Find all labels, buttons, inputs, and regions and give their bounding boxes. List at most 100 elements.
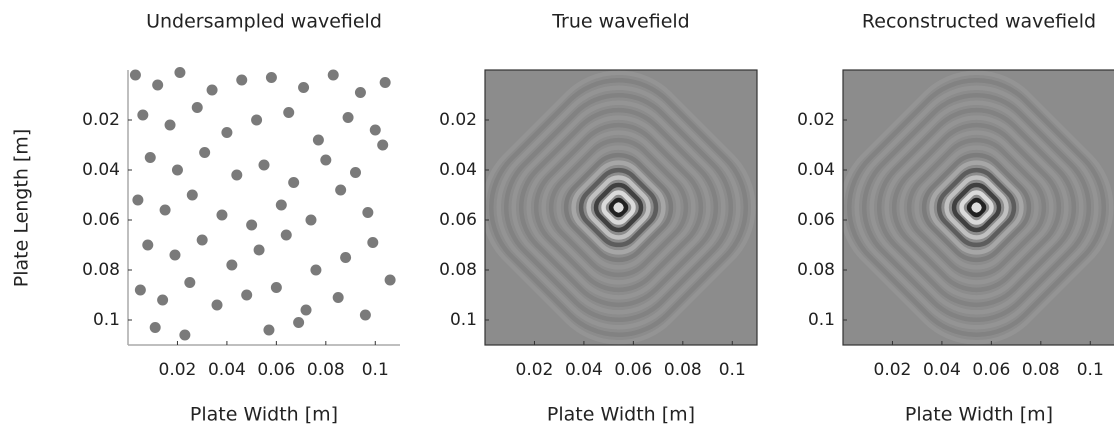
x-axis-label: Plate Width [m] <box>905 404 1053 426</box>
wavefield-image <box>485 70 757 345</box>
y-tick-label: 0.06 <box>797 210 835 230</box>
scatter-point <box>354 87 366 98</box>
scatter-point <box>129 69 141 81</box>
scatter-point <box>310 264 322 276</box>
wave-ring <box>593 182 644 233</box>
scatter-point <box>342 112 354 123</box>
x-axis-label: Plate Width [m] <box>190 404 338 426</box>
scatter-point <box>298 82 310 93</box>
plot-frame <box>484 69 758 346</box>
scatter-point <box>132 194 144 206</box>
scatter-point <box>164 119 176 131</box>
x-tick-label: 0.1 <box>362 360 389 380</box>
wave-ring <box>861 92 1092 323</box>
wave-ring <box>944 175 1009 240</box>
x-tick-label: 0.06 <box>972 360 1010 380</box>
scatter-point <box>216 209 228 221</box>
scatter-point <box>196 234 208 246</box>
scatter-point <box>149 322 161 333</box>
wave-ring <box>485 70 756 345</box>
scatter-point <box>300 304 312 316</box>
y-tick-label: 0.1 <box>450 310 477 330</box>
scatter-point <box>142 239 154 251</box>
wave-ring <box>541 130 696 285</box>
wave-ring <box>571 160 666 255</box>
scatter-point <box>137 109 149 121</box>
scatter-point <box>332 292 344 303</box>
wave-ring <box>847 77 1107 338</box>
y-tick-label: 0.02 <box>82 110 120 130</box>
scatter-point <box>263 324 275 336</box>
x-tick-label: 0.02 <box>516 360 554 380</box>
scatter-point <box>169 249 181 261</box>
scatter-point <box>144 152 156 163</box>
wave-ring <box>869 100 1084 315</box>
y-tick-label: 0.08 <box>797 260 835 280</box>
wave-ring <box>556 145 681 270</box>
wave-ring <box>548 137 689 278</box>
wave-ring <box>951 182 1002 233</box>
scatter-point <box>280 229 292 241</box>
panel-title: True wavefield <box>551 11 690 33</box>
scatter-point <box>379 77 391 88</box>
wave-ring <box>586 175 651 240</box>
scatter-point <box>221 127 233 138</box>
scatter-point <box>206 84 218 96</box>
scatter-point <box>288 177 300 188</box>
wave-ring <box>563 152 674 263</box>
scatter-point <box>159 204 171 216</box>
scatter-point <box>171 164 183 176</box>
wave-ring <box>891 122 1062 293</box>
scatter-point <box>349 167 361 178</box>
wave-ring <box>899 130 1054 285</box>
wave-ring <box>489 77 749 338</box>
scatter-point <box>270 282 282 293</box>
scatter-point <box>152 79 164 91</box>
scatter-point <box>231 169 243 181</box>
y-tick-label: 0.04 <box>82 160 120 180</box>
wave-ring <box>906 137 1047 278</box>
scatter-point <box>384 274 396 286</box>
scatter-point <box>335 184 347 196</box>
y-axis-label: Plate Length [m] <box>11 129 33 287</box>
wave-center <box>971 202 982 213</box>
wave-center <box>613 202 624 213</box>
scatter-point <box>191 102 203 113</box>
y-tick-label: 0.04 <box>797 160 835 180</box>
x-tick-label: 0.06 <box>257 360 295 380</box>
wave-ring <box>929 160 1024 255</box>
wave-ring <box>914 145 1039 270</box>
x-tick-label: 0.02 <box>874 360 912 380</box>
scatter-point <box>369 124 381 136</box>
wave-ring <box>843 70 1114 345</box>
scatter-point <box>367 237 379 248</box>
scatter-point <box>305 214 317 226</box>
scatter-point <box>362 207 374 218</box>
y-tick-label: 0.08 <box>439 260 477 280</box>
y-tick-label: 0.04 <box>439 160 477 180</box>
scatter-point <box>265 72 277 83</box>
scatter-point <box>253 244 265 256</box>
y-tick-label: 0.06 <box>82 210 120 230</box>
y-tick-label: 0.08 <box>82 260 120 280</box>
wave-ring <box>876 107 1077 308</box>
scatter-point <box>226 259 238 271</box>
scatter-point <box>251 114 263 126</box>
scatter-point <box>134 284 146 296</box>
y-tick-label: 0.02 <box>797 110 835 130</box>
x-tick-label: 0.04 <box>923 360 961 380</box>
wave-ring <box>959 190 994 225</box>
wave-ring <box>526 115 711 300</box>
wave-ring <box>601 190 636 225</box>
panel-title: Reconstructed wavefield <box>862 11 1096 33</box>
x-tick-label: 0.08 <box>307 360 345 380</box>
wave-ring <box>921 152 1032 263</box>
y-tick-label: 0.06 <box>439 210 477 230</box>
scatter-point <box>186 189 198 201</box>
scatter-point <box>377 139 389 151</box>
plot-frame <box>842 69 1114 346</box>
scatter-point <box>179 329 191 341</box>
x-tick-label: 0.08 <box>664 360 702 380</box>
wave-ring <box>518 107 719 308</box>
